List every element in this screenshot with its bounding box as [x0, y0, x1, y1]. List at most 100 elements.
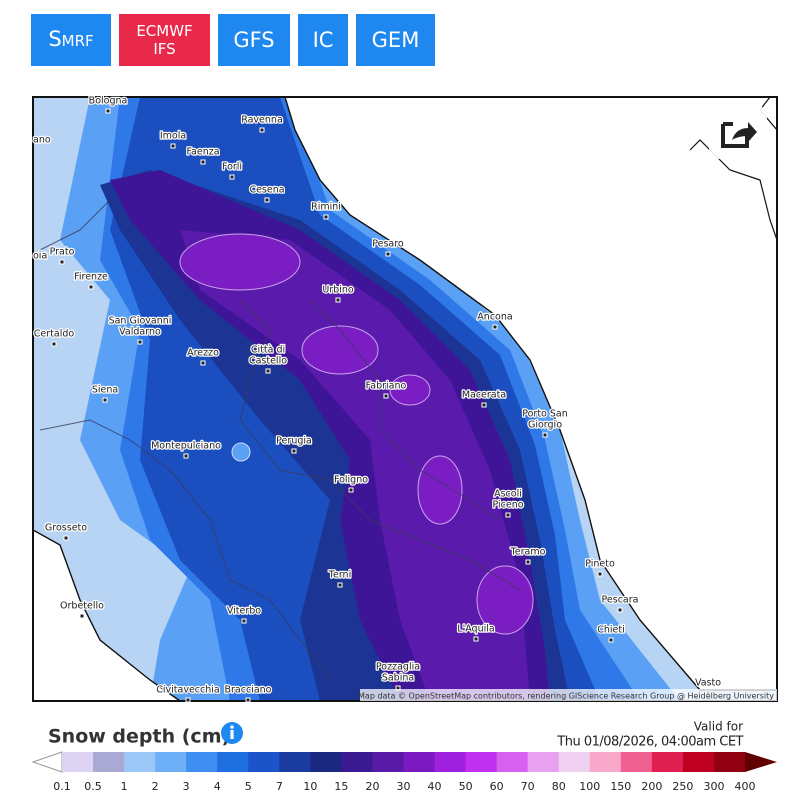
colorbar: 0.1 0.5 1 2 3 4 5 7 10 15 20 30 40 50 60 70 80 100 150 200 2…: [31, 751, 777, 793]
colorbar-label: 100: [579, 780, 600, 793]
city-dot: [170, 143, 176, 149]
city-name: Castello: [249, 356, 287, 367]
city-name: Foligno: [334, 475, 368, 486]
colorbar-bin: [713, 752, 746, 772]
city-name: Macerata: [462, 390, 506, 401]
colorbar-label: 1: [121, 780, 128, 793]
model-button[interactable]: ECMWF IFS: [119, 14, 210, 66]
model-button[interactable]: IC: [298, 14, 348, 66]
city-dot: [88, 284, 94, 290]
colorbar-bin: [341, 752, 373, 772]
city-name: Fabriano: [366, 381, 407, 392]
attribution: Map data © OpenStreetMap contributors, r…: [358, 692, 774, 701]
city-name: Bracciano: [225, 685, 272, 696]
city-name: Firenze: [74, 272, 108, 283]
city-dot: [259, 127, 265, 133]
button-label: IC: [312, 28, 334, 52]
city-name: Montepulciano: [151, 441, 221, 452]
button-row: GFS: [233, 28, 275, 52]
city-name: Arezzo: [187, 348, 219, 359]
colorbar-bin: [310, 752, 342, 772]
city-dot: [137, 339, 143, 345]
city-dot: [348, 487, 354, 493]
colorbar-label: 10: [303, 780, 317, 793]
city-dot: [102, 397, 108, 403]
colorbar-label: 20: [365, 780, 379, 793]
colorbar-label: 7: [276, 780, 283, 793]
city-dot: [241, 618, 247, 624]
button-row: GEM: [372, 30, 420, 51]
model-button[interactable]: SMRF: [31, 14, 111, 66]
colorbar-label: 200: [641, 780, 662, 793]
colorbar-label: 80: [552, 780, 566, 793]
button-row: IC: [312, 28, 334, 52]
city-dot: [542, 432, 548, 438]
city-name: Pescara: [602, 595, 639, 606]
city-dot: [183, 453, 189, 459]
city-name: L'Aquila: [457, 624, 494, 635]
city-dot: [79, 613, 85, 619]
button-label: GFS: [233, 28, 275, 52]
colorbar-bin: [186, 752, 218, 772]
button-label: IFS: [153, 40, 176, 58]
colorbar-bin: [93, 752, 125, 772]
colorbar-label: 4: [214, 780, 221, 793]
attribution-bg: [360, 689, 777, 701]
colorbar-bin: [403, 752, 436, 772]
colorbar-bin: [620, 752, 653, 772]
city-dot: [291, 448, 297, 454]
colorbar-arrow: [745, 752, 777, 772]
valid-time: Thu 01/08/2026, 04:00am CET: [556, 735, 743, 750]
city-name: Bologna: [89, 96, 128, 107]
button-row: SMRF: [48, 27, 93, 51]
colorbar-bin: [527, 752, 560, 772]
city-name: Chieti: [597, 625, 625, 636]
share-button[interactable]: [709, 107, 767, 159]
city-name: Ancona: [477, 312, 512, 323]
city-name: Perugia: [276, 436, 312, 447]
city-dot: [525, 559, 531, 565]
model-button[interactable]: GEM: [356, 14, 435, 66]
city-dot: [608, 637, 614, 643]
colorbar-label: 3: [183, 780, 190, 793]
colorbar-bin: [682, 752, 715, 772]
colorbar-bin: [62, 752, 94, 772]
colorbar-label: 50: [459, 780, 473, 793]
colorbar-bin: [279, 752, 311, 772]
city-name: Piceno: [492, 500, 523, 511]
colorbar-label: 5: [245, 780, 252, 793]
model-button[interactable]: GFS: [218, 14, 290, 66]
city-name: oia: [33, 251, 47, 262]
city-name: Faenza: [186, 147, 219, 158]
city-dot: [200, 360, 206, 366]
city-name: Ravenna: [241, 115, 283, 126]
city-name: Giorgio: [528, 420, 562, 431]
city-name: Prato: [50, 247, 75, 258]
city-name: Ascoli: [494, 489, 522, 500]
colorbar-label: 2: [152, 780, 159, 793]
colorbar-label: 70: [521, 780, 535, 793]
colorbar-arrow: [31, 751, 63, 773]
city-dot: [229, 174, 235, 180]
colorbar-label: 60: [490, 780, 504, 793]
colorbar-label: 250: [672, 780, 693, 793]
city-dot: [597, 571, 603, 577]
city-name: Forlì: [222, 162, 242, 173]
city-dot: [337, 582, 343, 588]
colorbar-label: 0.5: [84, 780, 102, 793]
colorbar-bin: [589, 752, 622, 772]
city-dot: [617, 607, 623, 613]
button-label: S: [48, 27, 62, 51]
info-icon[interactable]: [221, 722, 243, 744]
valid-label: Valid for: [694, 720, 743, 734]
colorbar-label: 0.1: [53, 780, 71, 793]
legend-title: Snow depth (cm): [48, 726, 230, 748]
city-name: Imola: [160, 131, 186, 142]
colorbar-bin: [124, 752, 156, 772]
city-dot: [385, 251, 391, 257]
map: [33, 97, 777, 701]
city-dot: [245, 697, 251, 703]
city-dot: [63, 535, 69, 541]
